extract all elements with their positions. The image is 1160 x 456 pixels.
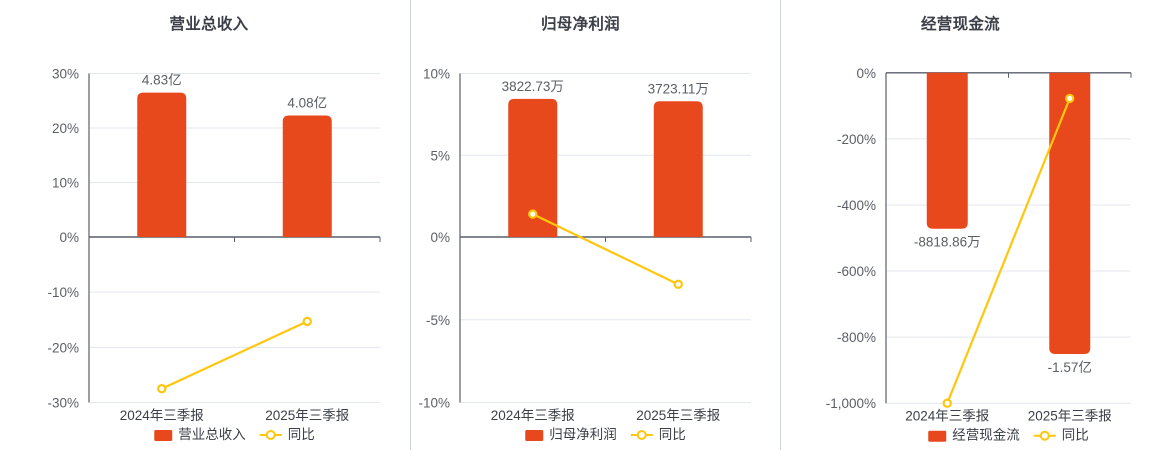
svg-text:-400%: -400% [837,198,876,213]
svg-text:30%: 30% [52,67,79,82]
svg-text:2024年三季报: 2024年三季报 [905,409,989,424]
svg-text:20%: 20% [52,121,79,136]
svg-text:-1.57亿: -1.57亿 [1048,360,1092,375]
svg-text:-8818.86万: -8818.86万 [914,235,981,250]
svg-text:4.83亿: 4.83亿 [142,73,182,88]
svg-text:同比: 同比 [659,427,686,442]
svg-text:10%: 10% [52,176,79,191]
svg-text:-800%: -800% [837,330,876,345]
svg-text:2025年三季报: 2025年三季报 [1028,409,1112,424]
svg-text:2024年三季报: 2024年三季报 [491,408,575,423]
svg-text:-600%: -600% [837,264,876,279]
svg-text:-20%: -20% [47,340,79,355]
svg-text:-200%: -200% [837,132,876,147]
svg-text:-1,000%: -1,000% [826,396,876,411]
svg-text:0%: 0% [856,66,876,81]
svg-text:3822.73万: 3822.73万 [502,79,564,94]
svg-text:0%: 0% [430,230,450,245]
svg-text:2025年三季报: 2025年三季报 [265,408,349,423]
svg-text:-30%: -30% [47,396,79,411]
svg-text:同比: 同比 [1062,428,1089,443]
svg-text:-10%: -10% [418,396,450,411]
svg-text:经营现金流: 经营现金流 [952,428,1020,443]
svg-text:2025年三季报: 2025年三季报 [636,408,720,423]
svg-text:4.08亿: 4.08亿 [287,95,327,110]
svg-text:归母净利润: 归母净利润 [549,426,617,442]
svg-text:-5%: -5% [426,313,450,328]
svg-text:0%: 0% [59,230,79,245]
svg-text:营业总收入: 营业总收入 [178,427,246,442]
svg-text:10%: 10% [423,67,450,82]
svg-text:-10%: -10% [47,285,79,300]
svg-text:2024年三季报: 2024年三季报 [120,408,204,423]
svg-text:同比: 同比 [288,427,315,442]
svg-text:5%: 5% [430,148,450,163]
svg-text:3723.11万: 3723.11万 [648,81,709,96]
